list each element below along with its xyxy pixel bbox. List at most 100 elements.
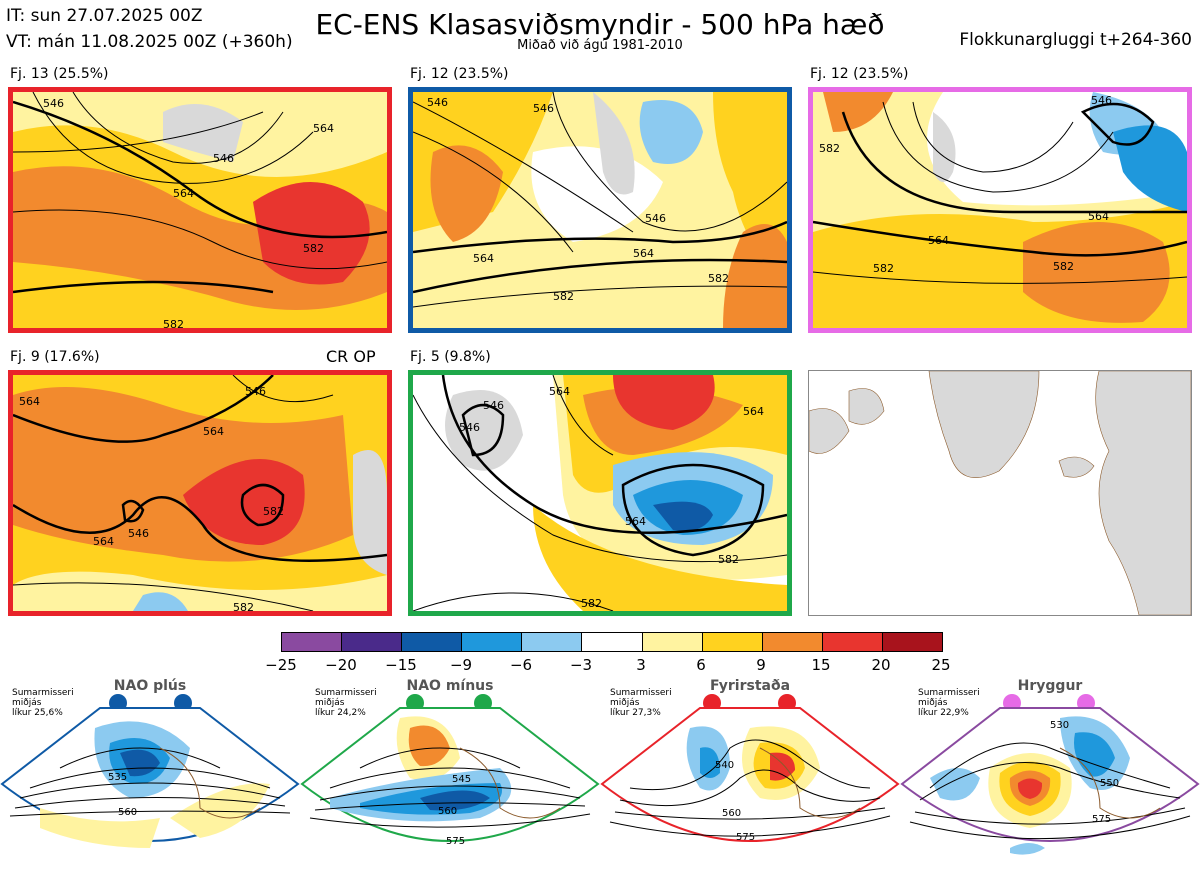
regime-title: NAO mínus [406, 678, 494, 694]
contour-label: 564 [93, 535, 114, 548]
contour-label: 546 [1091, 94, 1112, 107]
colorbar-swatch [882, 633, 943, 651]
colorbar-tick: −3 [569, 656, 593, 674]
regime-map: 545 560 575 [300, 694, 600, 847]
valid-time: VT: mán 11.08.2025 00Z (+360h) [6, 32, 293, 52]
colorbar-swatch [702, 633, 763, 651]
contour-label: 564 [928, 234, 949, 247]
contour-label: 546 [427, 96, 448, 109]
regime-ridge: Sumarmisseri miðjás líkur 22,9% Hryggur … [900, 674, 1200, 871]
cluster-map-4: 564 564 546 582 564 546 582 [8, 370, 392, 616]
contour-label: 564 [743, 405, 764, 418]
colorbar-swatch [582, 633, 643, 651]
colorbar-swatch [822, 633, 883, 651]
contour-label: 546 [483, 399, 504, 412]
colorbar-swatch [762, 633, 823, 651]
cluster-map-5: 564 546 546 564 564 582 582 [408, 370, 792, 616]
cluster-map-1: 546 546 564 564 582 582 [8, 87, 392, 333]
cluster-map-1-field: 546 546 564 564 582 582 [13, 92, 387, 328]
colorbar-tick: −25 [265, 656, 297, 674]
page-subtitle: Miðað við ágú 1981-2010 [517, 38, 683, 53]
contour-label: 575 [736, 832, 755, 843]
regime-title: NAO plús [113, 678, 187, 694]
control-run-label: CR OP [326, 347, 376, 366]
contour-label: 560 [118, 807, 137, 818]
contour-label: 546 [128, 527, 149, 540]
contour-label: 550 [1100, 778, 1119, 789]
colorbar-tick: −15 [385, 656, 417, 674]
colorbar-tick: −6 [509, 656, 533, 674]
regime-blocking: Sumarmisseri miðjás líkur 27,3% Fyrirsta… [600, 674, 900, 871]
regime-map: 530 550 575 [900, 694, 1200, 855]
panel-3-label: Fj. 12 (23.5%) [810, 66, 909, 82]
contour-label: 582 [718, 553, 739, 566]
init-time: IT: sun 27.07.2025 00Z [6, 6, 203, 26]
contour-label: 582 [553, 290, 574, 303]
contour-label: 564 [633, 247, 654, 260]
contour-label: 575 [446, 836, 465, 847]
panel-5-label: Fj. 5 (9.8%) [410, 349, 491, 365]
cluster-map-4-field: 564 564 546 582 564 546 582 [13, 375, 387, 611]
regime-note: Sumarmisseri miðjás líkur 25,6% [12, 688, 74, 718]
colorbar-tick: 9 [756, 656, 766, 674]
contour-label: 546 [533, 102, 554, 115]
regime-note: Sumarmisseri miðjás líkur 27,3% [610, 688, 672, 718]
panel-2-label: Fj. 12 (23.5%) [410, 66, 509, 82]
contour-label: 582 [303, 242, 324, 255]
colorbar-swatch [282, 633, 343, 651]
contour-label: 546 [43, 97, 64, 110]
contour-label: 582 [233, 601, 254, 611]
contour-label: 535 [108, 772, 127, 783]
contour-label: 582 [819, 142, 840, 155]
colorbar-tick: 3 [636, 656, 646, 674]
contour-label: 582 [873, 262, 894, 275]
panel-4-label: Fj. 9 (17.6%) [10, 349, 100, 365]
contour-label: 582 [581, 597, 602, 610]
contour-label: 546 [245, 385, 266, 398]
colorbar-tick: 25 [931, 656, 951, 674]
cluster-map-2-field: 546 546 546 564 564 582 582 [413, 92, 787, 328]
contour-label: 546 [645, 212, 666, 225]
colorbar-tick: −9 [449, 656, 473, 674]
cluster-map-2: 546 546 546 564 564 582 582 [408, 87, 792, 333]
cluster-map-3-field: 546 564 564 582 582 582 [813, 92, 1187, 328]
colorbar-swatch [342, 633, 403, 651]
contour-label: 582 [708, 272, 729, 285]
contour-label: 582 [1053, 260, 1074, 273]
contour-label: 564 [473, 252, 494, 265]
classification-window: Flokkunargluggi t+264-360 [959, 30, 1192, 50]
contour-label: 540 [715, 760, 734, 771]
contour-label: 582 [263, 505, 284, 518]
regime-map: 535 560 [0, 694, 300, 848]
contour-label: 582 [163, 318, 184, 328]
colorbar-tick: 6 [696, 656, 706, 674]
colorbar-tick: 20 [871, 656, 891, 674]
contour-label: 564 [203, 425, 224, 438]
contour-label: 564 [313, 122, 334, 135]
contour-label: 564 [173, 187, 194, 200]
colorbar-tick: 15 [811, 656, 831, 674]
contour-label: 560 [438, 806, 457, 817]
run-times: IT: sun 27.07.2025 00Z VT: mán 11.08.202… [6, 3, 293, 55]
reference-map [808, 370, 1192, 616]
colorbar-tick: −20 [325, 656, 357, 674]
panel-1-label: Fj. 13 (25.5%) [10, 66, 109, 82]
cluster-map-5-field: 564 546 546 564 564 582 582 [413, 375, 787, 611]
regime-map: 540 560 575 [600, 694, 900, 843]
colorbar-swatch [642, 633, 703, 651]
contour-label: 564 [19, 395, 40, 408]
contour-label: 575 [1092, 814, 1111, 825]
cluster-map-3: 546 564 564 582 582 582 [808, 87, 1192, 333]
regime-note: Sumarmisseri miðjás líkur 24,2% [315, 688, 377, 718]
regime-title: Fyrirstaða [709, 678, 791, 694]
regime-nao-plus: Sumarmisseri miðjás líkur 25,6% NAO plús… [0, 674, 300, 871]
regime-note: Sumarmisseri miðjás líkur 22,9% [918, 688, 980, 718]
regime-title: Hryggur [1017, 678, 1083, 694]
contour-label: 546 [213, 152, 234, 165]
colorbar-swatch [462, 633, 523, 651]
contour-label: 530 [1050, 720, 1069, 731]
land-outline [809, 371, 1191, 615]
contour-label: 564 [1088, 210, 1109, 223]
contour-label: 545 [452, 774, 471, 785]
contour-label: 546 [459, 421, 480, 434]
